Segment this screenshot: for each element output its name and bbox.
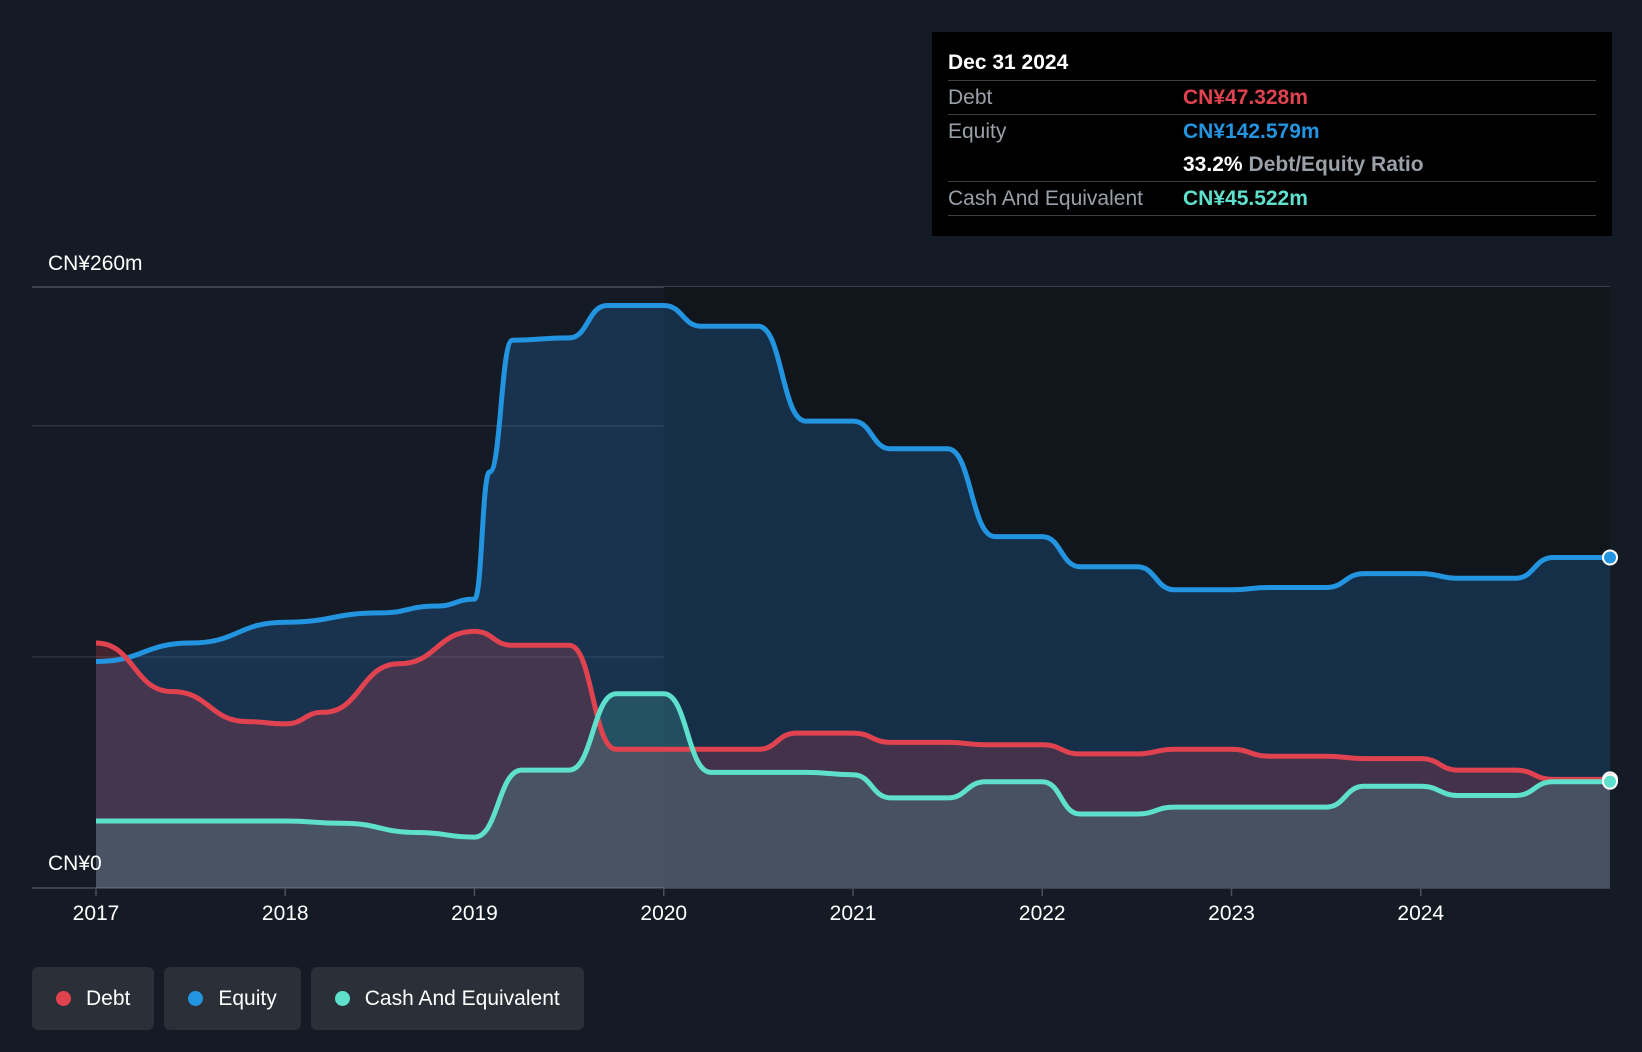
- legend-label: Debt: [86, 986, 131, 1010]
- cash-dot-icon: [334, 991, 350, 1006]
- x-tick-label: 2023: [1208, 902, 1255, 925]
- tooltip-equity-row: Equity CN¥142.579m: [948, 114, 1596, 148]
- x-axis-ticks: 2017 2018 2019 2020 2021 2022 2023 2024: [73, 888, 1444, 925]
- x-tick-label: 2024: [1397, 902, 1444, 925]
- debt-area: [96, 631, 1610, 888]
- legend-label: Cash And Equivalent: [364, 986, 560, 1010]
- x-tick-label: 2022: [1019, 902, 1066, 925]
- tooltip-date: Dec 31 2024: [948, 51, 1069, 74]
- equity-area: [96, 305, 1610, 888]
- legend-item-debt[interactable]: Debt: [32, 967, 155, 1030]
- series-end-markers: [1602, 549, 1618, 790]
- debt-dot-icon: [56, 991, 71, 1006]
- x-tick-label: 2021: [830, 902, 877, 925]
- equity-line: [95, 303, 1610, 664]
- tooltip-ratio-label: Debt/Equity Ratio: [1248, 152, 1424, 176]
- tooltip-cash-row: Cash And Equivalent CN¥45.522m: [948, 181, 1596, 216]
- legend-item-cash[interactable]: Cash And Equivalent: [310, 967, 584, 1030]
- tooltip-equity-label: Equity: [948, 119, 1007, 143]
- x-tick-label: 2020: [640, 902, 687, 925]
- tooltip-ratio-row: 33.2% Debt/Equity Ratio: [948, 148, 1596, 181]
- tooltip-cash-value: CN¥45.522m: [1183, 186, 1308, 210]
- cash-and-equivalent-end-point: [1602, 773, 1618, 790]
- debt-line: [95, 628, 1610, 782]
- tooltip-cash-label: Cash And Equivalent: [948, 186, 1143, 210]
- equity-dot-icon: [188, 991, 204, 1006]
- legend: Debt Equity Cash And Equivalent: [32, 967, 584, 1030]
- x-tick-label: 2017: [73, 902, 120, 925]
- x-tick-label: 2018: [262, 902, 309, 925]
- x-tick-label: 2019: [451, 902, 498, 925]
- tooltip-equity-value: CN¥142.579m: [1183, 119, 1320, 143]
- series-lines: [95, 303, 1610, 840]
- y-axis-max-label: CN¥260m: [48, 252, 143, 275]
- equity-end-point: [1602, 549, 1618, 566]
- future-shade: [663, 287, 1610, 888]
- tooltip-ratio-value: 33.2%: [1183, 152, 1243, 176]
- legend-label: Equity: [218, 986, 277, 1010]
- y-axis-min-label: CN¥0: [48, 852, 102, 875]
- tooltip-panel: Dec 31 2024 Debt CN¥47.328m Equity CN¥14…: [932, 32, 1612, 236]
- tooltip-debt-value: CN¥47.328m: [1183, 85, 1308, 109]
- cash-and-equivalent-line: [96, 691, 1610, 840]
- tooltip-debt-row: Debt CN¥47.328m: [948, 80, 1596, 114]
- tooltip-debt-label: Debt: [948, 85, 993, 109]
- legend-item-equity[interactable]: Equity: [164, 967, 301, 1030]
